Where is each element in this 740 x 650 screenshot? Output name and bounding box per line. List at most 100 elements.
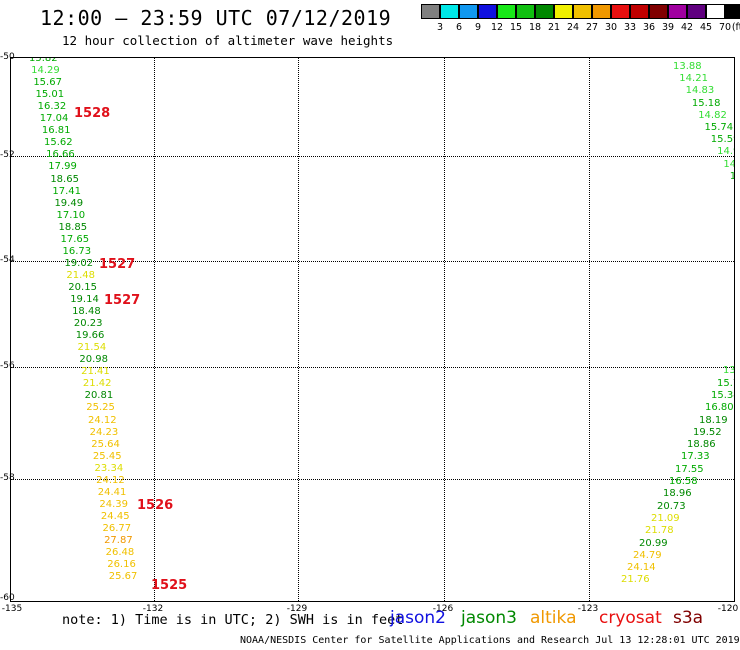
wave-height-label: 15.18 [691,97,721,109]
lat-label: -58 [0,473,15,483]
page-title: 12:00 — 23:59 UTC 07/12/2019 [40,6,392,30]
wave-height-label: 17.55 [675,463,704,475]
legend-swatch [478,4,497,19]
wave-height-label: 14.83 [685,85,715,97]
wave-height-label: 25.67 [108,571,138,583]
wave-height-label: 19.02 [64,257,94,269]
wave-height-label: 15.67 [33,77,62,89]
lon-label: -135 [1,604,23,614]
legend-label: 70 [718,22,732,33]
gridline-lon [444,58,445,601]
time-marker: 1525 [151,578,188,593]
time-marker: 1 [733,107,734,122]
wave-height-label: 15.7 [717,377,734,389]
lat-label: -54 [0,255,15,265]
wave-height-label: 24.23 [89,426,119,438]
lon-label: -129 [286,604,308,614]
legend-swatch [573,4,592,19]
map-plot: 15.82 14.29 15.67 15.01 16.32 17.04 16.81 15.62… [10,57,735,602]
legend-label: 27 [585,22,599,33]
legend-label: 36 [642,22,656,33]
wave-height-label: 15.62 [44,137,73,149]
time-marker: 1527 [99,257,136,272]
wave-height-label: 25.25 [86,402,115,414]
wave-height-label: 15.59 [710,134,734,146]
wave-height-label: 21.78 [645,525,674,537]
page-subtitle: 12 hour collection of altimeter wave hei… [62,33,394,48]
wave-height-label: 13.88 [673,61,702,72]
legend-label: 15 [509,22,523,33]
wave-height-label: 20.23 [73,318,103,330]
legend-swatch [497,4,516,19]
legend-label: 24 [566,22,580,33]
wave-height-label: 14.82 [698,109,727,121]
credit-line: NOAA/NESDIS Center for Satellite Applica… [240,635,740,646]
wave-height-label: 21.54 [77,342,107,354]
wave-height-label: 20.73 [657,500,686,512]
lat-label: -56 [0,361,15,371]
legend-label: 9 [474,22,482,33]
gridline-lat [11,367,734,368]
legend-swatch [687,4,706,19]
time-marker: 1528 [74,106,111,121]
wave-height-label: 21.48 [66,269,96,281]
legend-label: 42 [680,22,694,33]
wave-height-label: 16.32 [37,101,67,113]
wave-height-label: 14.21 [679,73,708,85]
wave-height-label: 24.39 [99,498,128,510]
legend-swatch [706,4,725,19]
wave-height-label: 24.12 [96,474,125,486]
wave-height-label: 14.96 [717,146,734,158]
wave-height-label: 15.01 [35,89,65,101]
wave-height-label: 14.94 [723,158,735,170]
wave-height-label: 24.45 [100,510,130,522]
gridline-lon [589,58,590,601]
legend-swatch [516,4,535,19]
wave-height-label: 26.77 [102,522,132,534]
wave-height-label: 17.65 [60,233,90,245]
wave-height-label: 17.99 [48,161,77,173]
gridline-lon [298,58,299,601]
wave-height-label: 17.33 [681,451,710,463]
wave-height-label: 16.66 [46,149,75,161]
lat-label: -60 [0,593,15,603]
gridline-lat [11,261,734,262]
wave-height-label: 21.42 [82,378,112,390]
wave-height-label: 24.41 [97,486,127,498]
wave-height-label: 23.34 [94,462,124,474]
sat-jason3-label: jason3 [461,608,517,628]
legend-label: 6 [455,22,463,33]
legend-swatch [649,4,668,19]
footer-note: note: 1) Time is in UTC; 2) SWH is in fe… [62,612,404,628]
wave-height-label: 14.29 [31,65,60,77]
legend-label: 39 [661,22,675,33]
wave-height-label: 1 [733,353,734,364]
legend-swatch [421,4,440,19]
time-marker: 1526 [137,498,174,513]
wave-height-label: 18.96 [663,488,692,500]
sat-cryosat-label: cryosat [599,608,662,628]
wave-height-label: 16.81 [41,125,71,137]
lon-label: -132 [142,604,164,614]
wave-height-label: 18.19 [699,414,728,426]
wave-height-label: 25.45 [92,450,122,462]
sat-altika-label: altika [530,608,577,628]
wave-height-label: 20.81 [84,390,114,402]
gridline-lat [11,156,734,157]
legend-label: 12 [490,22,504,33]
legend-label: 45 [699,22,713,33]
wave-height-label: 20.15 [68,281,97,293]
wave-height-label: 15.74 [704,122,734,133]
wave-height-label: 15.1 [730,171,734,182]
legend-swatch [440,4,459,19]
lat-label: -52 [0,150,15,160]
wave-height-label: 20.99 [639,537,668,549]
legend-swatch [592,4,611,19]
wave-height-label: 16.80 [705,402,734,414]
lon-label: -120 [717,604,739,614]
sat-s3a-label: s3a [673,608,704,628]
legend-label: 21 [547,22,561,33]
wave-height-label: 18.65 [50,173,79,185]
legend-label: 33 [623,22,637,33]
wave-height-label: 21.76 [621,574,650,586]
